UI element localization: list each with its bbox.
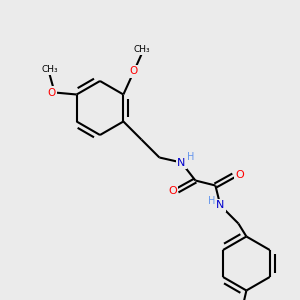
Text: O: O (168, 185, 177, 196)
Text: N: N (216, 200, 225, 211)
Text: CH₃: CH₃ (41, 65, 58, 74)
Text: N: N (177, 158, 186, 167)
Text: H: H (187, 152, 194, 163)
Text: O: O (47, 88, 56, 98)
Text: O: O (235, 170, 244, 181)
Text: H: H (208, 196, 215, 206)
Text: O: O (129, 67, 137, 76)
Text: CH₃: CH₃ (133, 45, 150, 54)
